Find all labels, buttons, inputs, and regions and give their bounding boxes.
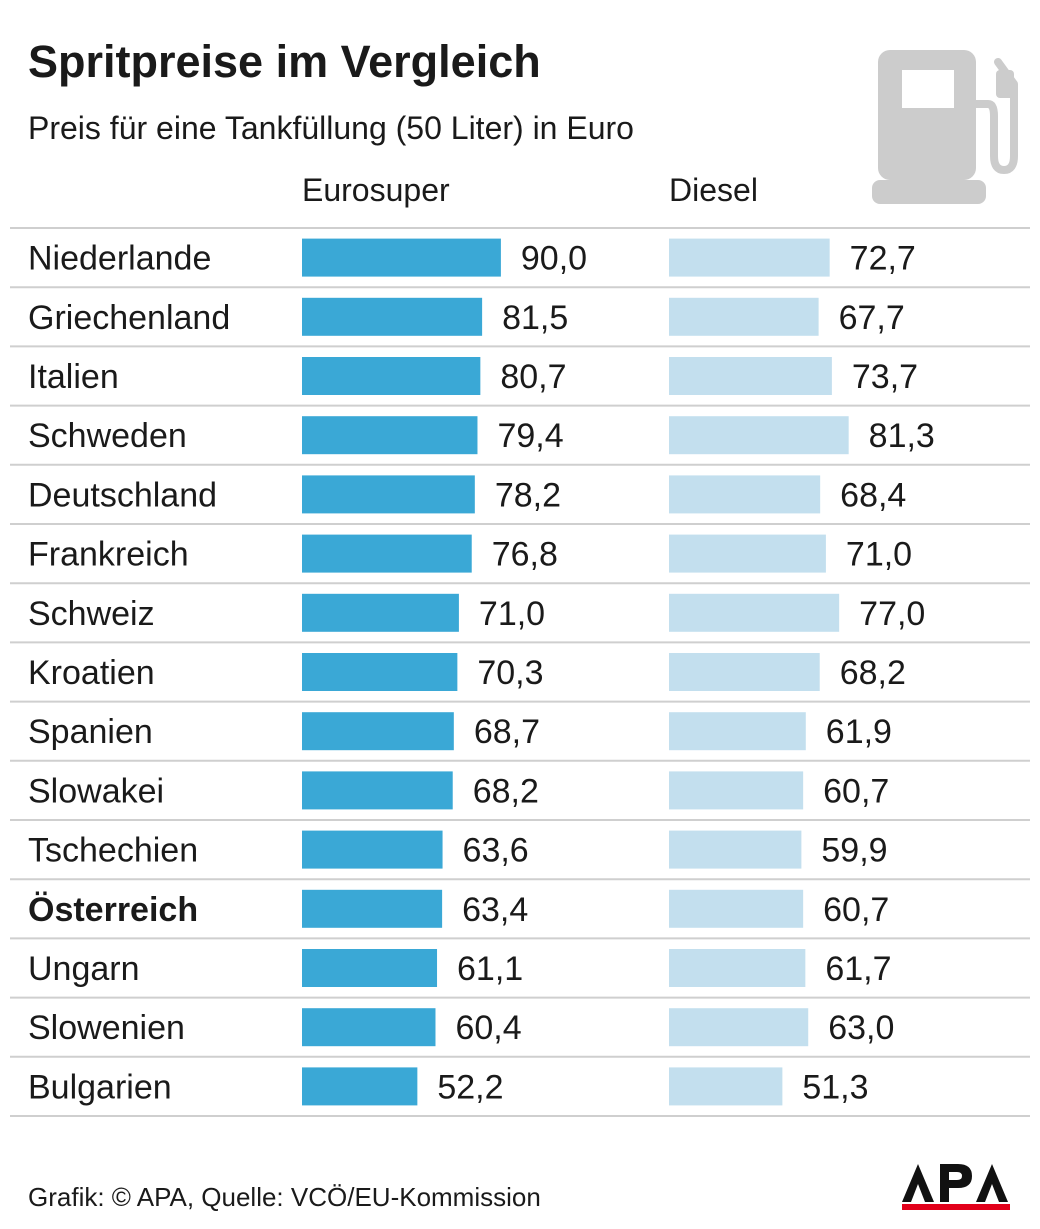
bar-eurosuper [302, 1067, 418, 1106]
category-label: Tschechien [28, 832, 198, 870]
category-label: Schweden [28, 417, 187, 455]
bar-diesel [669, 949, 806, 987]
bar-eurosuper [302, 889, 443, 928]
value-label-diesel: 71,0 [846, 536, 912, 574]
value-label-diesel: 68,2 [840, 654, 906, 692]
value-label-eurosuper: 63,4 [462, 891, 528, 929]
category-label: Deutschland [28, 476, 217, 514]
bar-diesel [669, 712, 806, 751]
bar-eurosuper [302, 712, 454, 751]
value-label-eurosuper: 60,4 [455, 1009, 521, 1047]
category-label: Bulgarien [28, 1068, 172, 1106]
chart-subtitle: Preis für eine Tankfüllung (50 Liter) in… [28, 110, 634, 146]
bar-diesel [669, 357, 832, 395]
value-label-eurosuper: 76,8 [492, 536, 558, 574]
bar-eurosuper [302, 1008, 436, 1047]
value-label-eurosuper: 71,0 [479, 595, 545, 633]
value-label-diesel: 61,7 [825, 950, 891, 988]
bar-diesel [669, 889, 804, 928]
apa-logo [902, 1164, 1010, 1210]
category-label: Kroatien [28, 654, 155, 692]
value-label-diesel: 77,0 [859, 595, 925, 633]
value-label-eurosuper: 81,5 [502, 299, 568, 337]
value-label-eurosuper: 70,3 [477, 654, 543, 692]
bar-eurosuper [302, 238, 501, 277]
bar-eurosuper [302, 357, 481, 395]
category-label: Niederlande [28, 240, 211, 278]
value-label-diesel: 73,7 [852, 358, 918, 396]
value-label-eurosuper: 79,4 [497, 417, 563, 455]
bar-eurosuper [302, 297, 483, 336]
category-label: Frankreich [28, 536, 189, 574]
bar-diesel [669, 830, 802, 869]
value-label-diesel: 60,7 [823, 891, 889, 929]
value-label-eurosuper: 90,0 [521, 240, 587, 278]
value-label-diesel: 67,7 [839, 299, 905, 337]
value-label-eurosuper: 52,2 [437, 1068, 503, 1106]
bar-eurosuper [302, 475, 475, 514]
chart-title: Spritpreise im Vergleich [28, 36, 541, 87]
bar-diesel [669, 1067, 783, 1106]
category-label: Ungarn [28, 950, 140, 988]
category-label: Spanien [28, 713, 153, 751]
category-label: Slowenien [28, 1009, 185, 1047]
fuel-pump-icon [872, 50, 1018, 204]
value-label-diesel: 63,0 [828, 1009, 894, 1047]
value-label-eurosuper: 68,7 [474, 713, 540, 751]
category-label: Griechenland [28, 299, 230, 337]
value-label-diesel: 72,7 [850, 240, 916, 278]
bar-diesel [669, 1008, 809, 1047]
value-label-eurosuper: 63,6 [463, 832, 529, 870]
value-label-diesel: 68,4 [840, 476, 906, 514]
bar-eurosuper [302, 653, 458, 691]
value-label-eurosuper: 78,2 [495, 476, 561, 514]
bar-eurosuper [302, 416, 478, 455]
bar-diesel [669, 238, 830, 277]
value-label-diesel: 51,3 [802, 1068, 868, 1106]
bar-diesel [669, 534, 826, 573]
bar-eurosuper [302, 593, 459, 632]
bar-eurosuper [302, 949, 438, 987]
value-label-diesel: 60,7 [823, 772, 889, 810]
series-header-diesel: Diesel [669, 172, 758, 208]
bar-diesel [669, 593, 840, 632]
value-label-eurosuper: 61,1 [457, 950, 523, 988]
category-label: Slowakei [28, 772, 164, 810]
category-label: Schweiz [28, 595, 155, 633]
bar-diesel [669, 416, 849, 455]
value-label-eurosuper: 68,2 [473, 772, 539, 810]
bar-diesel [669, 653, 820, 691]
bar-eurosuper [302, 771, 453, 810]
value-label-diesel: 59,9 [821, 832, 887, 870]
category-label: Italien [28, 358, 119, 396]
bar-eurosuper [302, 534, 472, 573]
value-label-eurosuper: 80,7 [500, 358, 566, 396]
source-credit: Grafik: © APA, Quelle: VCÖ/EU-Kommission [28, 1182, 541, 1212]
value-label-diesel: 61,9 [826, 713, 892, 751]
bar-diesel [669, 297, 819, 336]
bar-diesel [669, 475, 821, 514]
bar-diesel [669, 771, 804, 810]
category-label: Österreich [28, 891, 198, 929]
series-header-eurosuper: Eurosuper [302, 172, 450, 208]
value-label-diesel: 81,3 [869, 417, 935, 455]
bar-eurosuper [302, 830, 443, 869]
